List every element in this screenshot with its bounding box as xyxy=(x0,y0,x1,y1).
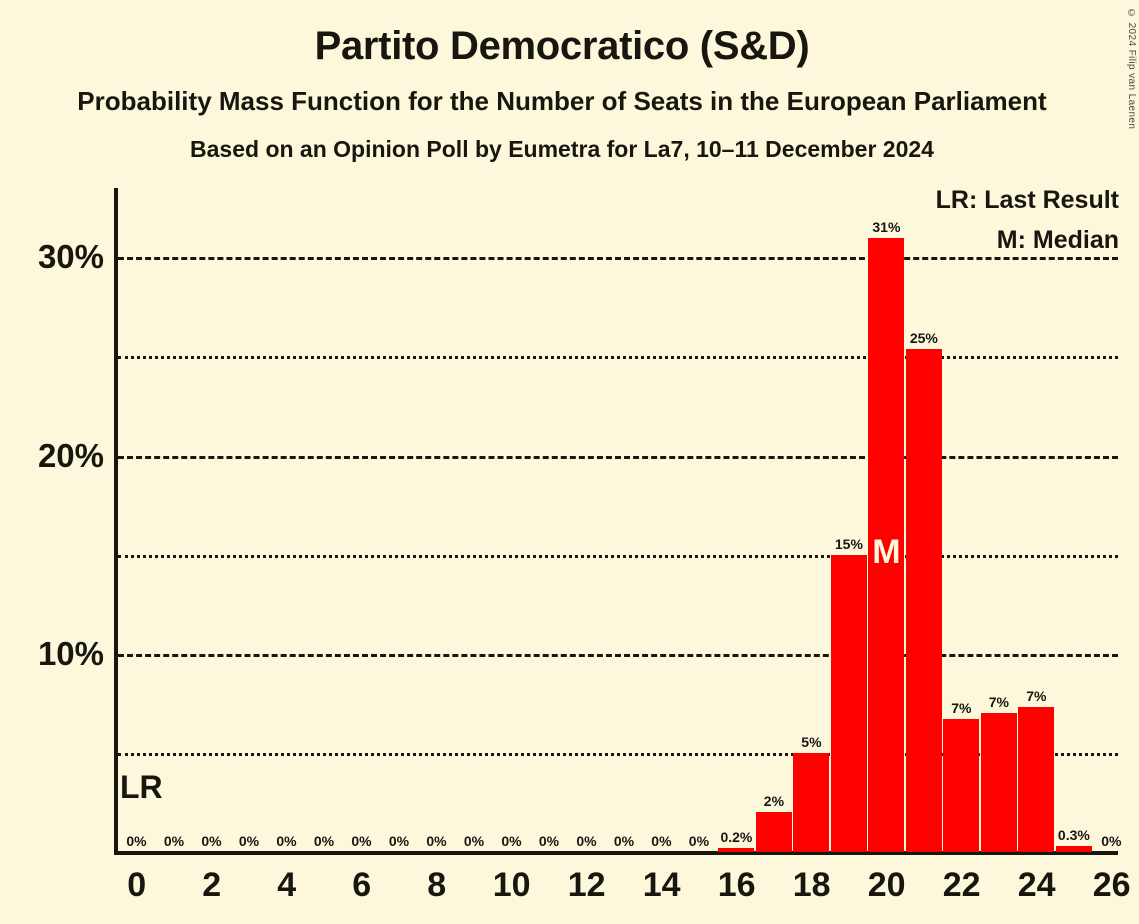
bar-value-label: 7% xyxy=(1026,688,1047,705)
x-axis-tick-label: 8 xyxy=(427,866,447,904)
bar-value-label: 0% xyxy=(688,833,710,849)
bar xyxy=(980,713,1017,852)
bar-value-label: 0% xyxy=(501,833,522,849)
chart-source-note: Based on an Opinion Poll by Eumetra for … xyxy=(190,136,934,162)
x-axis-tick-label: 4 xyxy=(277,866,297,904)
bar xyxy=(755,812,792,852)
bar-value-label: 0% xyxy=(651,833,672,849)
bar-value-label: 7% xyxy=(988,694,1009,711)
bar-value-label: 15% xyxy=(834,535,863,552)
chart-subtitle: Probability Mass Function for the Number… xyxy=(77,86,1047,116)
y-axis-tick-label: 20% xyxy=(37,436,104,474)
bar-value-label: 0.3% xyxy=(1057,827,1090,844)
bar-value-label: 25% xyxy=(909,329,938,346)
x-axis-tick-label: 24 xyxy=(1017,866,1056,904)
bar-value-label: 0% xyxy=(163,833,185,849)
bar-value-label: 0% xyxy=(238,833,260,849)
bar-value-label: 0.2% xyxy=(720,829,753,846)
x-axis-tick-label: 26 xyxy=(1092,866,1131,904)
legend-median: M: Median xyxy=(996,226,1119,254)
bar xyxy=(793,752,830,852)
bar-value-label: 0% xyxy=(576,833,597,849)
bar-value-label: 0% xyxy=(426,833,447,849)
bar xyxy=(868,237,905,852)
bar-value-label: 2% xyxy=(763,793,785,810)
bar xyxy=(1018,707,1055,852)
bar-value-label: 0% xyxy=(313,833,335,849)
bar-value-label: 0% xyxy=(613,833,635,849)
x-axis-tick-label: 18 xyxy=(792,866,831,904)
bar-value-label: 0% xyxy=(276,833,297,849)
x-axis-tick-label: 6 xyxy=(352,866,372,904)
gridline-minor xyxy=(118,356,1118,360)
gridline-major xyxy=(118,653,1118,657)
bar-value-label: 31% xyxy=(872,218,901,235)
y-axis-tick-label: 10% xyxy=(37,634,104,672)
bar xyxy=(905,348,942,852)
plot-area: 0% 0% 0% 0% 0% 0% 0% 0% 0% 0% 0% 0% 0% 0% 0% 0% 0.2% 2% 5%… xyxy=(118,188,1121,852)
bar xyxy=(1055,846,1092,852)
last-result-marker: LR xyxy=(120,768,163,805)
x-axis-tick-label: 12 xyxy=(567,866,606,904)
x-axis-tick-label: 2 xyxy=(202,866,222,904)
bar-value-label: 0% xyxy=(351,833,372,849)
bar-value-label: 5% xyxy=(801,733,822,750)
x-axis-tick-label: 20 xyxy=(867,866,906,904)
bar-value-label: 0% xyxy=(463,833,485,849)
bar-value-label: 0% xyxy=(1101,833,1122,849)
bar xyxy=(718,848,755,852)
bar-value-label: 0% xyxy=(201,833,222,849)
gridline-minor xyxy=(118,752,1118,756)
bar-value-label: 0% xyxy=(126,833,147,849)
y-axis-tick-label: 30% xyxy=(37,238,104,276)
x-axis-tick-label: 10 xyxy=(492,866,531,904)
x-axis-line xyxy=(114,851,1118,855)
bar xyxy=(943,719,980,852)
gridline-major xyxy=(118,257,1118,261)
bar-value-label: 7% xyxy=(951,700,972,717)
bar-value-label: 0% xyxy=(538,833,560,849)
copyright-notice: © 2024 Filip van Laenen xyxy=(1126,8,1137,130)
x-axis-tick-label: 16 xyxy=(717,866,756,904)
gridline-minor xyxy=(118,554,1118,558)
y-axis-line xyxy=(114,188,118,855)
x-axis-tick-label: 22 xyxy=(942,866,981,904)
x-axis-tick-label: 0 xyxy=(127,866,147,904)
median-marker: M xyxy=(872,532,901,571)
legend-last-result: LR: Last Result xyxy=(935,186,1119,214)
bar xyxy=(830,554,867,852)
page-title: Partito Democratico (S&D) xyxy=(314,24,810,68)
gridline-major xyxy=(118,455,1118,459)
bar-value-label: 0% xyxy=(388,833,410,849)
x-axis-tick-label: 14 xyxy=(642,866,681,904)
